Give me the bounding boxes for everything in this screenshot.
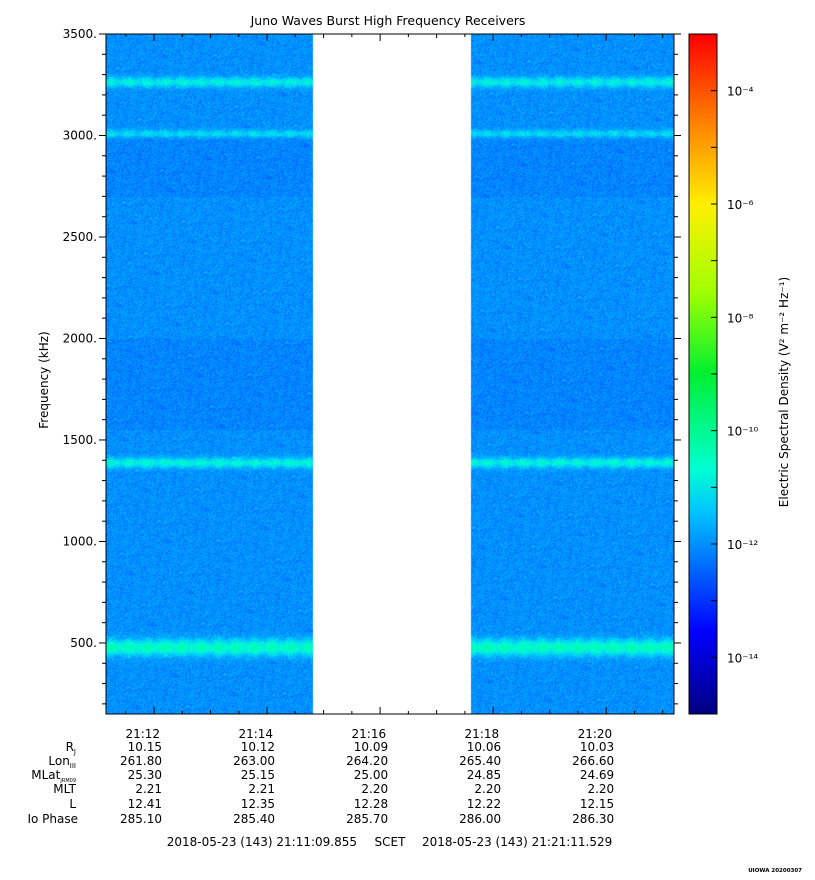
ephemeris-value: 12.22 xyxy=(467,797,501,811)
ephemeris-value: 261.80 xyxy=(120,754,162,768)
ephemeris-value: 266.60 xyxy=(572,754,614,768)
ephemeris-value: 12.41 xyxy=(128,797,162,811)
ephemeris-label: Io Phase xyxy=(27,812,78,826)
y-tick-label: 2500. xyxy=(63,230,97,244)
ephemeris-value: 12.28 xyxy=(354,797,388,811)
time-range-start: 2018-05-23 (143) 21:11:09.855 xyxy=(167,835,357,849)
ephemeris-value: 286.30 xyxy=(572,812,614,826)
colorbar-tick-label: 10⁻⁸ xyxy=(727,311,754,325)
colorbar-axis: 10⁻¹⁴ 10⁻¹² 10⁻¹⁰ 10⁻⁸ 10⁻⁶ 10⁻⁴ xyxy=(711,85,758,665)
credit-stamp: UIOWA 20200307 xyxy=(748,868,802,874)
ephemeris-value: 2.20 xyxy=(587,782,614,796)
ephemeris-value: 265.40 xyxy=(459,754,501,768)
y-axis-label: Frequency (kHz) xyxy=(37,331,51,428)
chart-title: Juno Waves Burst High Frequency Receiver… xyxy=(250,13,526,28)
ephemeris-value: 286.00 xyxy=(459,812,501,826)
ephemeris-value: 10.15 xyxy=(128,740,162,754)
ephemeris-value: 285.70 xyxy=(346,812,388,826)
y-axis: 500. 1000. 1500. 2000. 2500. 3000. 3500. xyxy=(63,27,681,705)
spectrogram-area xyxy=(106,34,674,714)
ephemeris-time: 21:18 xyxy=(465,727,500,741)
ephemeris-value: 25.30 xyxy=(128,768,162,782)
spectrogram-canvas xyxy=(106,34,674,714)
ephemeris-value: 285.10 xyxy=(120,812,162,826)
time-range-end: 2018-05-23 (143) 21:21:11.529 xyxy=(422,835,612,849)
time-range-scet: SCET xyxy=(375,835,407,849)
colorbar-tick-label: 10⁻⁴ xyxy=(727,85,754,99)
ephemeris-value: 10.03 xyxy=(580,740,614,754)
ephemeris-value: 24.69 xyxy=(580,768,614,782)
colorbar-label: Electric Spectral Density (V² m⁻² Hz⁻¹) xyxy=(777,277,791,507)
ephemeris-label: LonIII xyxy=(48,754,76,770)
y-tick-label: 500. xyxy=(70,636,97,650)
plot-frame xyxy=(105,33,675,715)
ephemeris-value: 24.85 xyxy=(467,768,501,782)
ephemeris-value: 10.06 xyxy=(467,740,501,754)
ephemeris-time: 21:20 xyxy=(578,727,613,741)
colorbar-tick-label: 10⁻¹⁴ xyxy=(727,651,758,665)
ephemeris-value: 2.21 xyxy=(135,782,162,796)
y-tick-label: 2000. xyxy=(63,331,97,345)
colorbar-tick-label: 10⁻⁶ xyxy=(727,198,754,212)
colorbar-tick-label: 10⁻¹² xyxy=(727,538,758,552)
ephemeris-label: MLT xyxy=(53,782,76,796)
ephemeris-value: 12.15 xyxy=(580,797,614,811)
ephemeris-value: 285.40 xyxy=(233,812,275,826)
colorbar-tick-label: 10⁻¹⁰ xyxy=(727,425,758,439)
x-axis xyxy=(125,34,664,714)
y-tick-label: 1000. xyxy=(63,534,97,548)
ephemeris-time: 21:14 xyxy=(238,727,273,741)
y-tick-label: 3500. xyxy=(63,27,97,41)
ephemeris-label-subscript: J xyxy=(73,748,76,756)
ephemeris-label: L xyxy=(69,797,76,811)
ephemeris-value: 25.15 xyxy=(241,768,275,782)
ephemeris-time: 21:16 xyxy=(352,727,387,741)
ephemeris-value: 25.00 xyxy=(354,768,388,782)
ephemeris-label-subscript: JRM09 xyxy=(59,778,76,784)
y-tick-label: 1500. xyxy=(63,433,97,447)
ephemeris-label: RJ xyxy=(66,740,76,756)
ephemeris-table: 21:1210.15261.8025.302.2112.41285.1021:1… xyxy=(27,727,614,826)
ephemeris-value: 12.35 xyxy=(241,797,275,811)
ephemeris-value: 263.00 xyxy=(233,754,275,768)
ephemeris-value: 10.12 xyxy=(241,740,275,754)
y-tick-label: 3000. xyxy=(63,128,97,142)
ephemeris-value: 2.20 xyxy=(361,782,388,796)
ephemeris-time: 21:12 xyxy=(125,727,160,741)
ephemeris-value: 2.21 xyxy=(248,782,275,796)
ephemeris-value: 2.20 xyxy=(474,782,501,796)
ephemeris-value: 264.20 xyxy=(346,754,388,768)
ephemeris-label-subscript: III xyxy=(70,762,76,770)
ephemeris-value: 10.09 xyxy=(354,740,388,754)
